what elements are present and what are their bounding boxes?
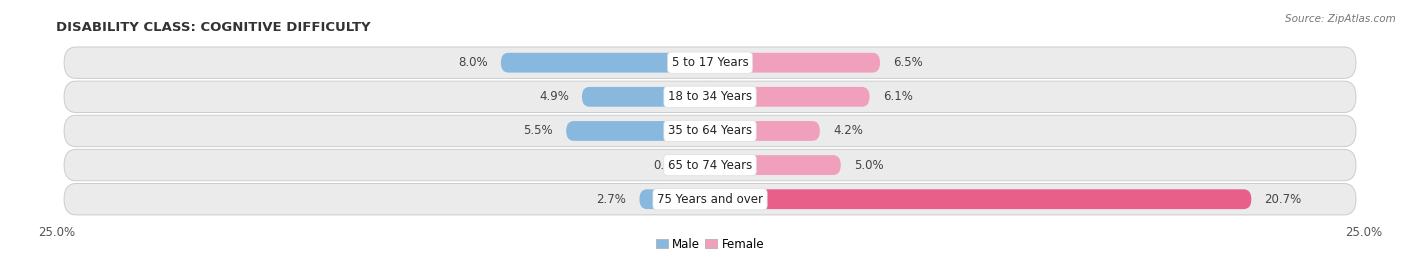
Text: 5.5%: 5.5% — [523, 124, 553, 137]
FancyBboxPatch shape — [710, 53, 880, 73]
FancyBboxPatch shape — [501, 53, 710, 73]
FancyBboxPatch shape — [640, 189, 710, 209]
FancyBboxPatch shape — [710, 121, 820, 141]
Text: 4.9%: 4.9% — [538, 90, 569, 103]
Text: 8.0%: 8.0% — [458, 56, 488, 69]
Text: 20.7%: 20.7% — [1264, 193, 1302, 206]
Text: 65 to 74 Years: 65 to 74 Years — [668, 158, 752, 171]
FancyBboxPatch shape — [710, 155, 841, 175]
FancyBboxPatch shape — [703, 155, 711, 175]
Text: 4.2%: 4.2% — [832, 124, 863, 137]
Text: DISABILITY CLASS: COGNITIVE DIFFICULTY: DISABILITY CLASS: COGNITIVE DIFFICULTY — [56, 21, 371, 34]
Text: 35 to 64 Years: 35 to 64 Years — [668, 124, 752, 137]
FancyBboxPatch shape — [710, 87, 869, 107]
FancyBboxPatch shape — [65, 149, 1355, 181]
Text: 6.5%: 6.5% — [893, 56, 922, 69]
Text: 2.7%: 2.7% — [596, 193, 626, 206]
FancyBboxPatch shape — [65, 184, 1355, 215]
Text: 5 to 17 Years: 5 to 17 Years — [672, 56, 748, 69]
Text: Source: ZipAtlas.com: Source: ZipAtlas.com — [1285, 14, 1396, 23]
Text: 0.26%: 0.26% — [652, 158, 690, 171]
FancyBboxPatch shape — [582, 87, 710, 107]
Legend: Male, Female: Male, Female — [651, 233, 769, 255]
FancyBboxPatch shape — [65, 115, 1355, 147]
FancyBboxPatch shape — [710, 189, 1251, 209]
Text: 18 to 34 Years: 18 to 34 Years — [668, 90, 752, 103]
FancyBboxPatch shape — [567, 121, 710, 141]
FancyBboxPatch shape — [65, 81, 1355, 113]
Text: 5.0%: 5.0% — [853, 158, 883, 171]
Text: 6.1%: 6.1% — [883, 90, 912, 103]
FancyBboxPatch shape — [65, 47, 1355, 78]
Text: 75 Years and over: 75 Years and over — [657, 193, 763, 206]
